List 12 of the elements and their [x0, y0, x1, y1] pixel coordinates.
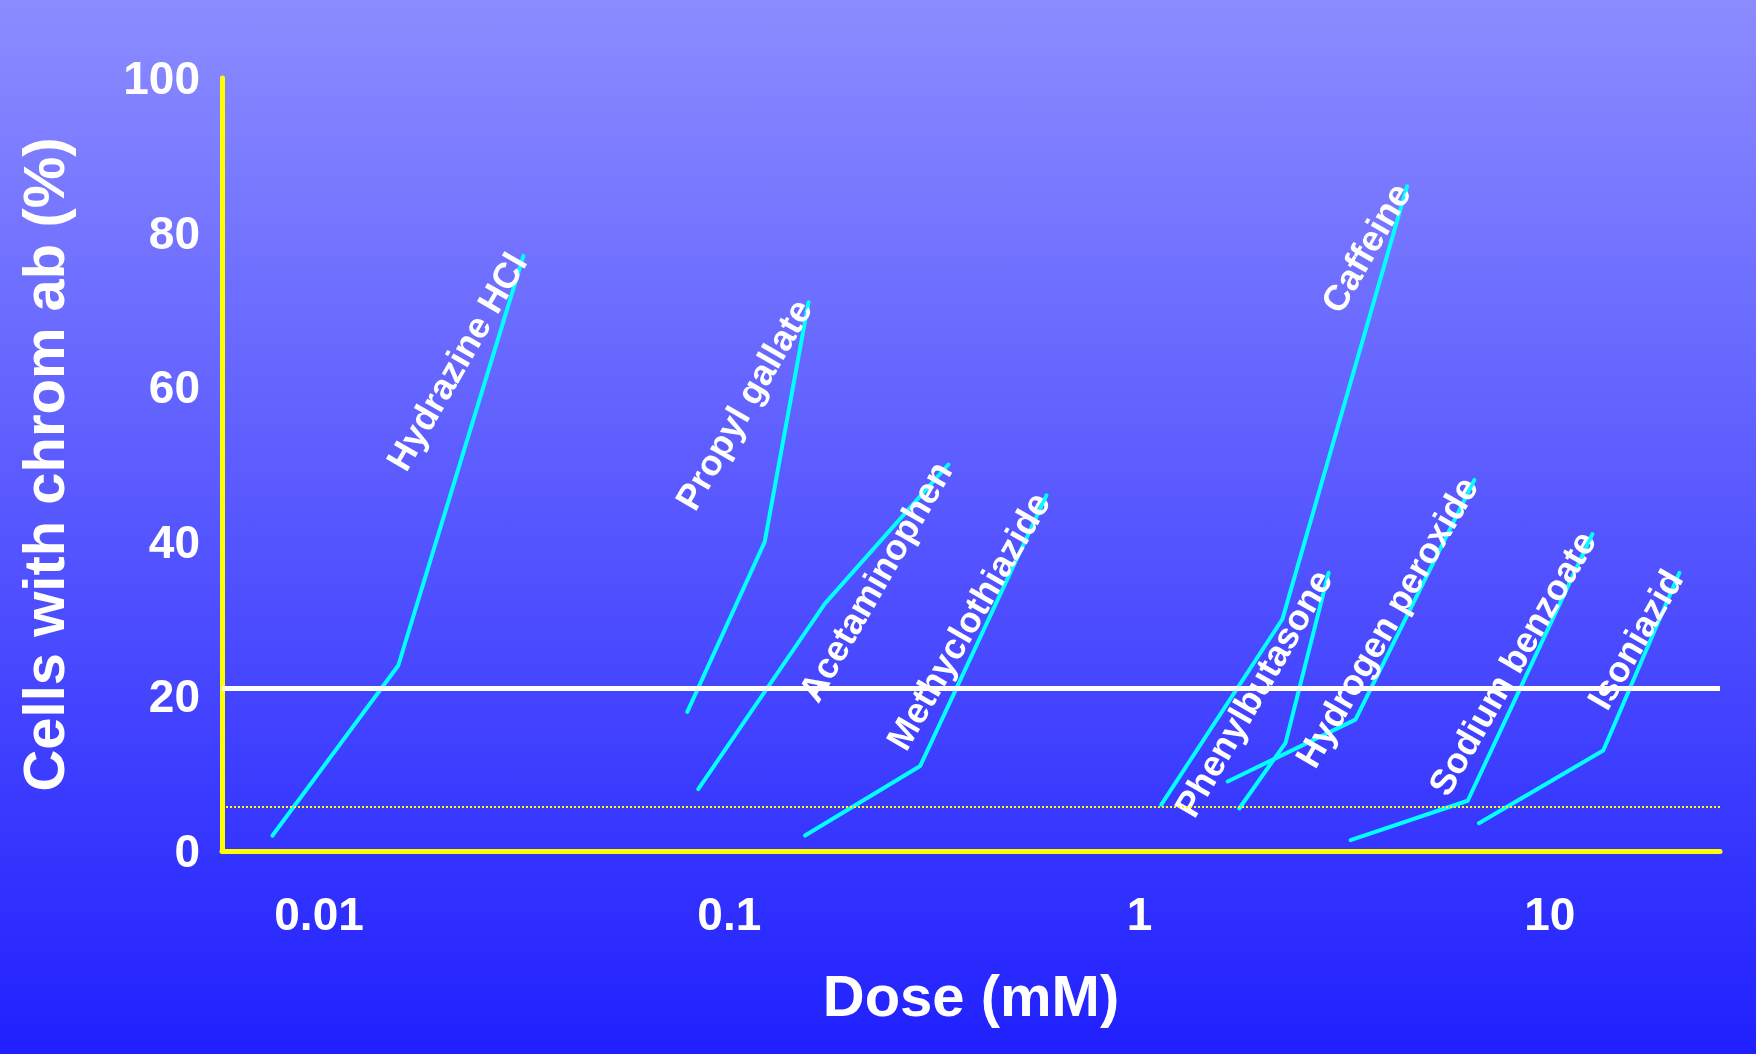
x-tick-label: 0.1 [697, 888, 762, 940]
x-tick-label: 1 [1126, 888, 1153, 940]
y-tick-label: 20 [148, 670, 200, 723]
x-tick-label: 10 [1524, 888, 1576, 940]
y-axis-title: Cells with chrom ab (%) [10, 137, 76, 792]
x-tick-label: 0.01 [274, 888, 364, 940]
y-tick-label: 60 [148, 361, 200, 414]
y-tick-label: 100 [123, 52, 200, 104]
y-tick-label: 40 [148, 515, 200, 568]
y-tick-label: 0 [174, 825, 200, 877]
y-tick-label: 80 [148, 206, 200, 259]
x-axis-title: Dose (mM) [822, 962, 1120, 1028]
